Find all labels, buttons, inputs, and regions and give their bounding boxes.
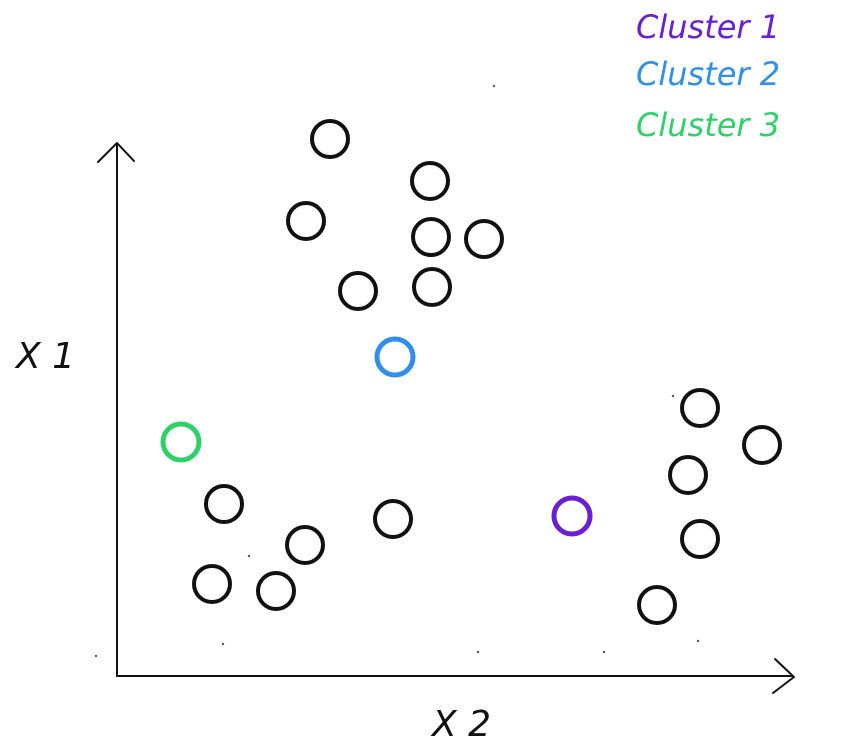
legend-item-cluster-2: Cluster 2 bbox=[636, 55, 780, 93]
stray-dot bbox=[492, 84, 496, 88]
stray-dot bbox=[696, 639, 700, 643]
legend-item-cluster-3: Cluster 3 bbox=[636, 106, 780, 144]
data-point bbox=[285, 525, 325, 565]
vertical-axis-label: X 1 bbox=[14, 336, 75, 377]
centroid-cluster-2 bbox=[374, 336, 416, 378]
data-point bbox=[668, 455, 708, 495]
data-point bbox=[286, 201, 326, 241]
data-point bbox=[256, 571, 296, 611]
horizontal-axis-arrowhead bbox=[772, 658, 795, 694]
data-point bbox=[192, 564, 232, 604]
stray-dot bbox=[476, 650, 480, 654]
stray-dot bbox=[671, 394, 675, 398]
data-point bbox=[310, 119, 350, 159]
data-point bbox=[410, 161, 450, 201]
stray-dot bbox=[602, 650, 606, 654]
data-point bbox=[637, 585, 677, 625]
data-point bbox=[680, 519, 720, 559]
legend: Cluster 1 Cluster 2 Cluster 3 bbox=[636, 8, 780, 144]
centroid-cluster-1 bbox=[551, 495, 593, 537]
axes bbox=[97, 142, 795, 694]
stray-dot bbox=[221, 642, 225, 646]
vertical-axis-arrowhead bbox=[97, 142, 135, 163]
legend-item-cluster-1: Cluster 1 bbox=[636, 8, 780, 46]
data-point bbox=[464, 219, 504, 259]
centroids bbox=[160, 336, 593, 537]
data-point bbox=[742, 425, 782, 465]
stray-dots bbox=[94, 84, 700, 658]
data-points bbox=[192, 119, 782, 625]
data-point bbox=[412, 267, 452, 307]
data-point bbox=[680, 388, 720, 428]
horizontal-axis-label: X 2 bbox=[430, 704, 491, 745]
centroid-cluster-3 bbox=[160, 421, 202, 463]
data-point bbox=[411, 217, 451, 257]
data-point bbox=[338, 271, 378, 311]
stray-dot bbox=[94, 654, 98, 658]
data-point bbox=[204, 484, 244, 524]
data-point bbox=[373, 499, 413, 539]
stray-dot bbox=[247, 554, 251, 558]
